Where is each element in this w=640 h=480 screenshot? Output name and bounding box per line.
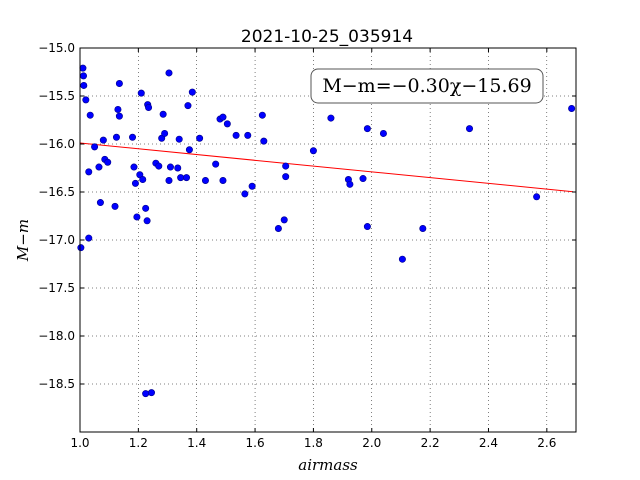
data-point	[166, 163, 174, 171]
data-point	[174, 164, 182, 172]
data-point	[147, 389, 155, 397]
x-tick-label: 2.4	[479, 436, 498, 450]
data-point	[96, 199, 104, 207]
y-tick-label: −17.0	[38, 233, 75, 247]
x-axis-label: airmass	[298, 456, 358, 474]
y-tick-label: −15.5	[38, 89, 75, 103]
data-point	[112, 133, 120, 141]
data-point	[133, 213, 141, 221]
data-point	[115, 112, 123, 120]
y-tick-label: −16.0	[38, 137, 75, 151]
x-tick-label: 2.2	[421, 436, 440, 450]
data-point	[248, 182, 256, 190]
data-point	[419, 224, 427, 232]
data-point	[165, 176, 173, 184]
data-point	[177, 174, 185, 182]
data-point	[161, 129, 169, 137]
data-point	[568, 104, 576, 112]
data-point	[85, 168, 93, 176]
data-point	[130, 163, 138, 171]
data-point	[82, 96, 90, 104]
data-point	[86, 111, 94, 119]
x-tick-label: 1.4	[187, 436, 206, 450]
y-axis: −15.0 −15.5 −16.0 −16.5 −17.0 −17.5 −18.0 −18.5	[38, 41, 576, 391]
x-tick-label: 2.6	[537, 436, 556, 450]
data-point	[185, 146, 193, 154]
x-tick-label: 1.2	[129, 436, 148, 450]
data-point	[99, 136, 107, 144]
data-point	[80, 81, 88, 89]
data-point	[159, 110, 167, 118]
data-point	[201, 176, 209, 184]
x-tick-label: 2.0	[362, 436, 381, 450]
data-point	[274, 224, 282, 232]
y-tick-label: −16.5	[38, 185, 75, 199]
data-point	[111, 202, 119, 210]
data-point	[79, 64, 87, 72]
x-tick-label: 1.0	[70, 436, 89, 450]
data-point	[260, 137, 268, 145]
data-point	[142, 390, 150, 398]
data-point	[137, 89, 145, 97]
data-point	[131, 179, 139, 187]
data-point	[142, 204, 150, 212]
data-point	[115, 80, 123, 88]
data-point	[188, 88, 196, 96]
data-point	[223, 120, 231, 128]
data-point	[219, 176, 227, 184]
chart-title: 2021-10-25_035914	[241, 27, 413, 47]
y-tick-label: −18.0	[38, 329, 75, 343]
data-point	[379, 129, 387, 137]
data-point	[398, 255, 406, 263]
y-tick-label: −15.0	[38, 41, 75, 55]
data-point	[327, 114, 335, 122]
data-point	[280, 216, 288, 224]
data-point	[182, 174, 190, 182]
data-point	[466, 125, 474, 133]
y-tick-label: −18.5	[38, 377, 75, 391]
data-point	[184, 102, 192, 110]
data-point	[363, 223, 371, 231]
data-point	[80, 72, 88, 80]
data-point	[114, 105, 122, 113]
data-point	[196, 134, 204, 142]
data-point	[232, 131, 240, 139]
data-point	[219, 113, 227, 121]
data-point	[104, 158, 112, 166]
data-point	[346, 180, 354, 188]
data-point	[95, 163, 103, 171]
annotation-box	[310, 68, 544, 104]
data-point	[143, 217, 151, 225]
data-point	[139, 176, 147, 184]
data-point	[91, 143, 99, 151]
data-point	[145, 104, 153, 112]
y-axis-label: M−m	[14, 219, 32, 262]
data-point	[363, 125, 371, 133]
fit-line-layer	[79, 142, 574, 193]
data-point	[309, 147, 317, 155]
data-point	[359, 175, 367, 183]
data-point	[282, 162, 290, 170]
annotation-text: M−m=−0.30χ−15.69	[322, 75, 531, 97]
data-point	[165, 69, 173, 77]
data-point	[129, 133, 137, 141]
x-axis: 1.0 1.2 1.4 1.6 1.8 2.0 2.2 2.4 2.6	[70, 48, 556, 450]
data-point	[244, 131, 252, 139]
data-point	[533, 193, 541, 201]
data-point	[77, 244, 85, 252]
data-point	[258, 111, 266, 119]
data-points	[77, 64, 576, 398]
data-point	[212, 160, 220, 168]
fit-annotation: M−m=−0.30χ−15.69	[310, 68, 544, 104]
x-tick-label: 1.6	[246, 436, 265, 450]
data-point	[85, 234, 93, 242]
data-point	[241, 190, 249, 198]
fit-line	[79, 142, 574, 193]
data-point	[282, 173, 290, 181]
y-tick-label: −17.5	[38, 281, 75, 295]
data-point	[175, 135, 183, 143]
data-point	[155, 162, 163, 170]
x-tick-label: 1.8	[304, 436, 323, 450]
